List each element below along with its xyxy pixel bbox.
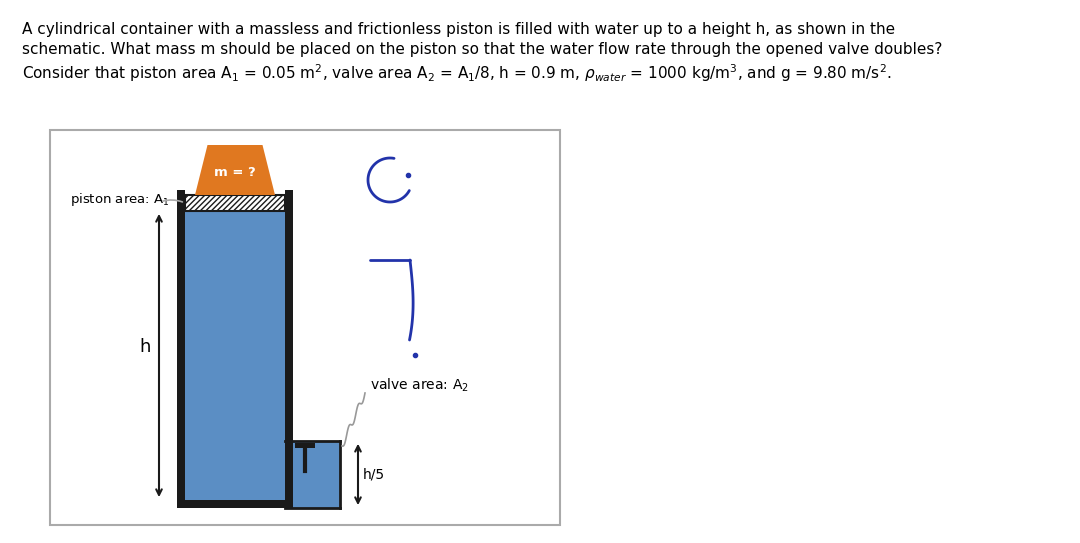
Bar	[177, 190, 185, 508]
Text: h: h	[139, 338, 151, 357]
Bar	[177, 500, 293, 508]
Bar	[295, 443, 315, 448]
Text: piston area: A$_1$: piston area: A$_1$	[70, 192, 170, 209]
Text: h/5: h/5	[363, 468, 386, 482]
Text: Consider that piston area A$_1$ = 0.05 m$^2$, valve area A$_2$ = A$_1$/8, h = 0.: Consider that piston area A$_1$ = 0.05 m…	[22, 62, 891, 84]
Bar	[185, 195, 285, 211]
Bar	[285, 441, 340, 508]
Text: schematic. What mass m should be placed on the piston so that the water flow rat: schematic. What mass m should be placed …	[22, 42, 943, 57]
Bar	[285, 190, 293, 508]
Text: m = ?: m = ?	[214, 167, 256, 180]
Text: valve area: A$_2$: valve area: A$_2$	[370, 376, 469, 394]
Bar	[185, 195, 285, 500]
Polygon shape	[195, 145, 275, 195]
Text: A cylindrical container with a massless and frictionless piston is filled with w: A cylindrical container with a massless …	[22, 22, 895, 37]
